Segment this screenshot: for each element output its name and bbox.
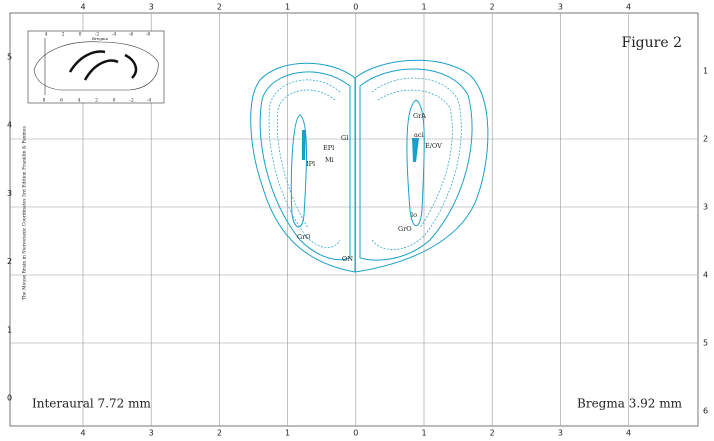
- top-tick-label: 3: [149, 3, 154, 12]
- inset-tick-label: -8: [146, 32, 151, 38]
- bottom-tick-label: 1: [421, 429, 426, 438]
- inset-tick-label: 6: [60, 98, 63, 104]
- inset-tick-label: 0: [113, 98, 116, 104]
- top-tick-label: 0: [353, 3, 358, 12]
- top-tick-label: 3: [558, 3, 563, 12]
- inset-tick-label: 2: [95, 98, 98, 104]
- grid: [10, 13, 698, 426]
- right-tick-label: 6: [703, 407, 708, 416]
- top-tick-label: 2: [490, 3, 495, 12]
- bottom-tick-label: 3: [149, 429, 154, 438]
- inset-label: Bregma: [92, 36, 109, 41]
- region-label: GrO: [398, 225, 412, 233]
- region-label: GrA: [413, 112, 426, 120]
- region-label: aci: [414, 131, 424, 139]
- inset-tick-label: 4: [45, 32, 48, 38]
- right-tick-label: 4: [703, 271, 708, 280]
- inset-tick-label: 8: [43, 98, 46, 104]
- right-tick-label: 5: [703, 339, 708, 348]
- left-tick-label: 4: [7, 121, 12, 130]
- inset-tick-label: 2: [62, 32, 65, 38]
- frame: [9, 12, 699, 427]
- right-tick-label: 2: [703, 135, 708, 144]
- region-label: Gl: [341, 134, 348, 142]
- bottom-tick-label: 3: [558, 429, 563, 438]
- left-tick-label: 0: [7, 394, 12, 403]
- inset-tick-label: -6: [129, 32, 134, 38]
- bottom-tick-label: 4: [626, 429, 631, 438]
- left-tick-label: 2: [7, 257, 12, 266]
- bottom-tick-label: 1: [285, 429, 290, 438]
- inset-tick-label: -4: [112, 32, 117, 38]
- right-tick-label: 3: [703, 203, 708, 212]
- interaural: Interaural 7.72 mm: [32, 397, 151, 411]
- bottom-tick-label: 2: [490, 429, 495, 438]
- inset-tick-label: 0: [79, 32, 82, 38]
- bottom-tick-label: 0: [353, 429, 358, 438]
- region-label: EPl: [323, 144, 334, 152]
- olfactory-bulb-outline: [250, 59, 489, 273]
- left-tick-label: 1: [7, 325, 12, 334]
- inset-tick-label: -4: [147, 98, 152, 104]
- inset: [27, 30, 165, 104]
- top-tick-label: 2: [217, 3, 222, 12]
- figure-label: Figure 2: [621, 35, 682, 51]
- inset-tick-label: 4: [78, 98, 81, 104]
- top-tick-label: 4: [80, 3, 85, 12]
- region-label: IPl: [306, 160, 315, 168]
- right-tick-label: 1: [703, 67, 708, 76]
- region-label: Mi: [325, 156, 334, 164]
- credit: The Mouse Brain in Stereotaxic Coordinat…: [22, 126, 28, 300]
- region-label: GrO: [297, 233, 311, 241]
- inset-tick-label: -2: [129, 98, 134, 104]
- top-tick-label: 1: [421, 3, 426, 12]
- region-label: ON: [342, 255, 353, 263]
- bottom-tick-label: 2: [217, 429, 222, 438]
- region-labels: GrA aci E/OV Gl EPl Mi IPl GrO ON lo GrO: [297, 112, 442, 263]
- region-label: E/OV: [425, 142, 442, 150]
- bregma: Bregma 3.92 mm: [577, 397, 683, 411]
- region-label: lo: [411, 211, 417, 219]
- left-tick-label: 5: [7, 53, 12, 62]
- inset-tick-label: -2: [95, 32, 100, 38]
- bottom-tick-label: 4: [80, 429, 85, 438]
- left-tick-label: 3: [7, 189, 12, 198]
- top-tick-label: 1: [285, 3, 290, 12]
- top-tick-label: 4: [626, 3, 631, 12]
